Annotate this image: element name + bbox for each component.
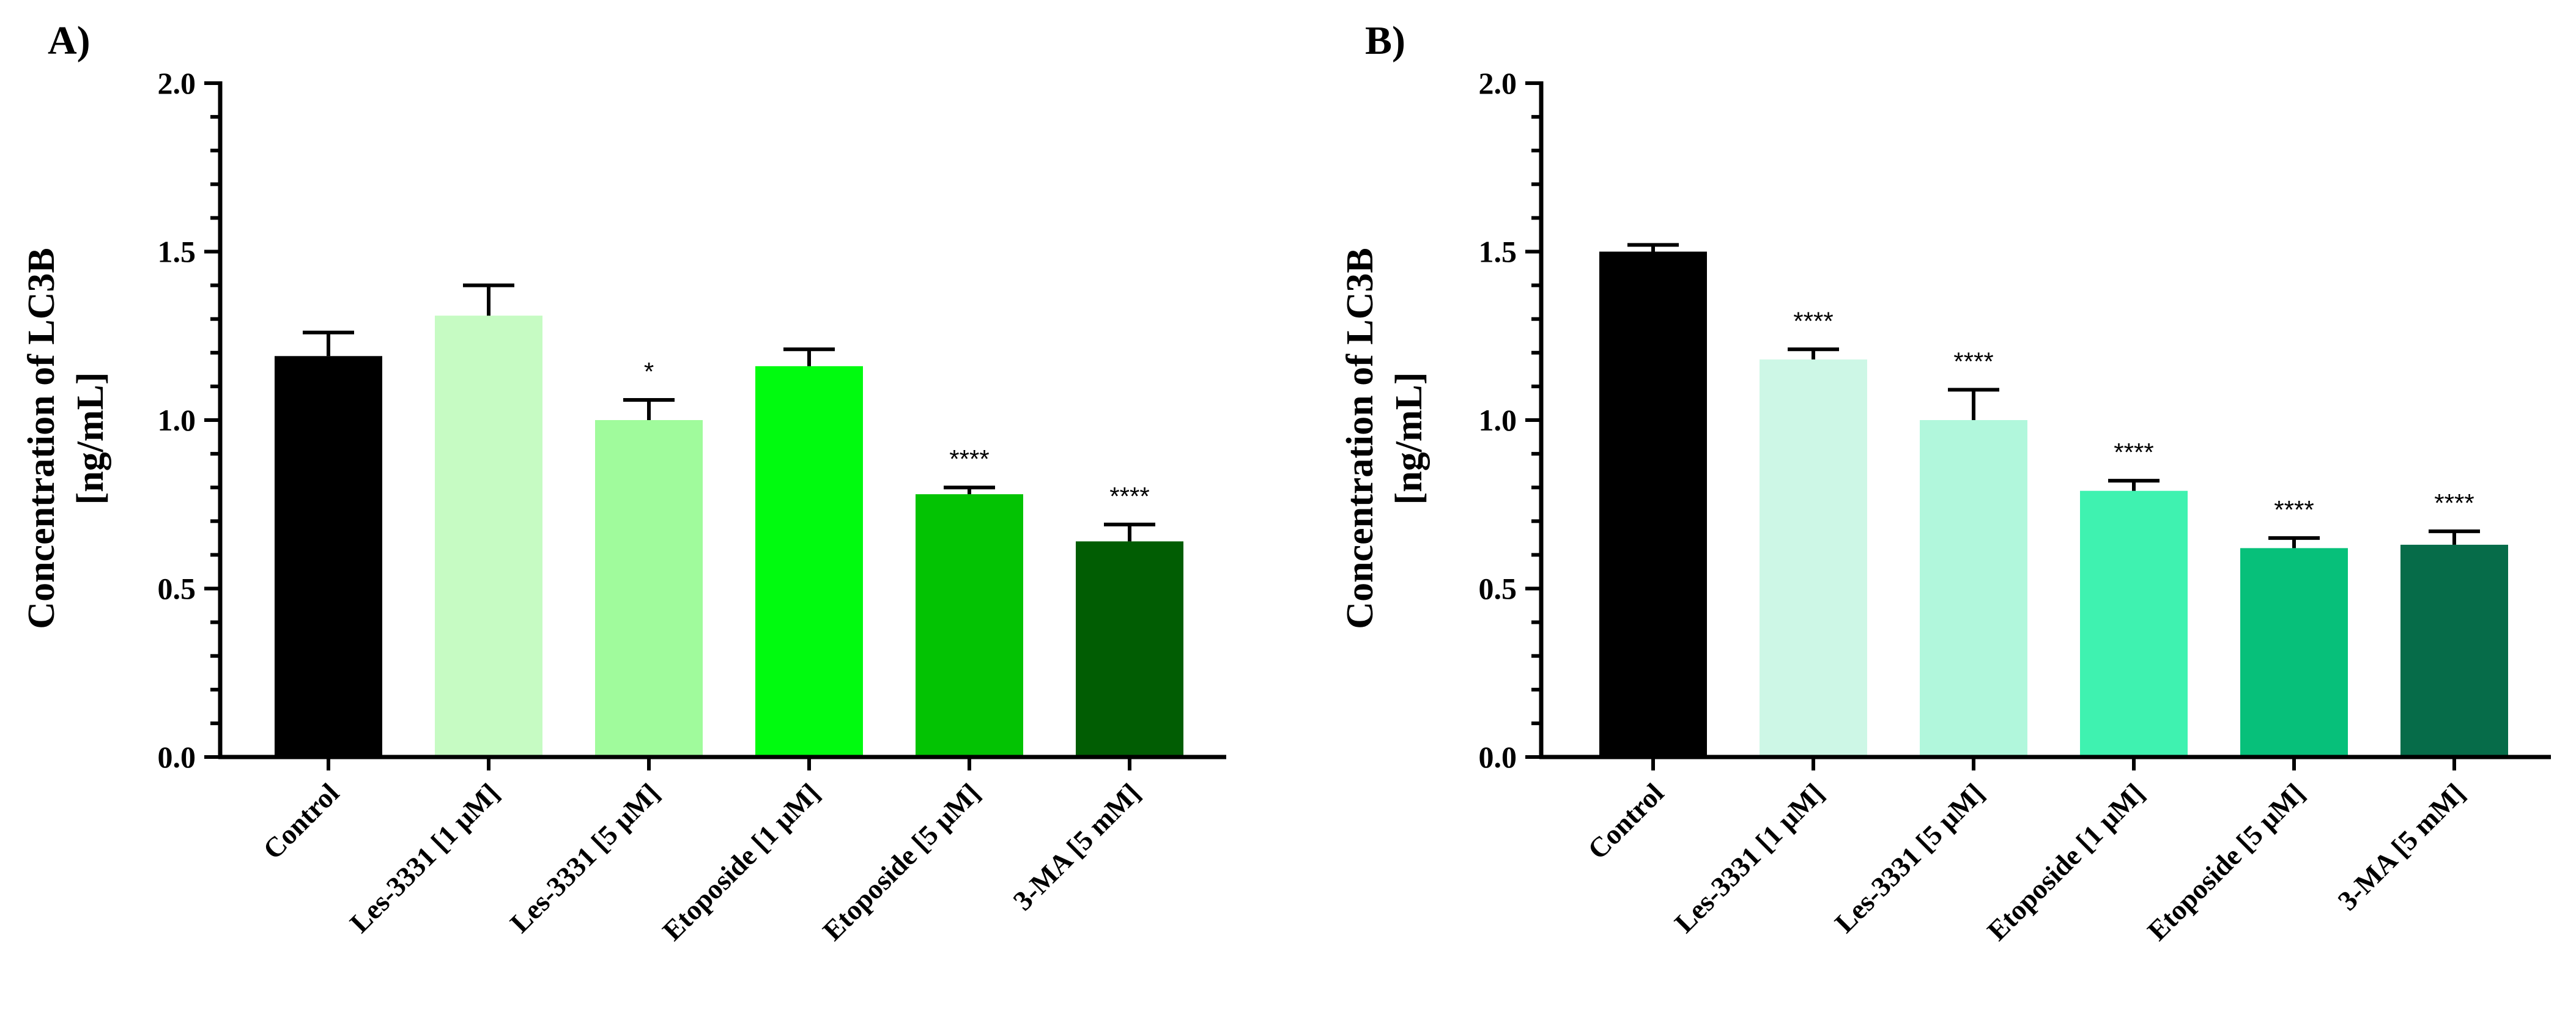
y-tick-label: 1.5: [158, 235, 196, 269]
category-label: Control: [1582, 777, 1670, 865]
bar: [2400, 544, 2508, 757]
bar: [595, 420, 703, 757]
significance-label: ****: [1793, 306, 1833, 335]
bar: [1760, 359, 1867, 757]
bar: [916, 494, 1023, 757]
category-label: Les-3331 [5 μM]: [504, 777, 665, 939]
y-axis-title-unit: [ng/mL]: [70, 372, 111, 505]
category-label: Les-3331 [5 μM]: [1829, 777, 1990, 939]
category-label: Etoposide [5 μM]: [816, 777, 986, 947]
bar: [1076, 541, 1183, 757]
panel-b: B) Concentration of LC3B [ng/mL] Control ***…: [1339, 18, 2551, 947]
category-label: Les-3331 [1 μM]: [1668, 777, 1830, 939]
y-tick-label: 1.0: [1479, 403, 1517, 437]
y-tick-label: 2.0: [1479, 66, 1517, 100]
category-label: Les-3331 [1 μM]: [344, 777, 505, 939]
y-axis-title-unit: [ng/mL]: [1388, 372, 1430, 505]
y-tick-label: 1.5: [1479, 235, 1517, 269]
y-tick-label: 0.0: [158, 740, 196, 774]
bar: [275, 356, 382, 757]
category-label: Etoposide [5 μM]: [2141, 777, 2311, 947]
bar: [1920, 420, 2027, 757]
y-axis-title: Concentration of LC3B: [21, 248, 62, 629]
y-tick-label: 0.5: [1479, 572, 1517, 606]
panel-label: B): [1365, 18, 1405, 63]
significance-label: ****: [2274, 495, 2314, 524]
y-tick-label: 2.0: [158, 66, 196, 100]
y-axis-title: Concentration of LC3B: [1339, 248, 1381, 629]
bar: [435, 316, 542, 757]
category-label: Etoposide [1 μM]: [656, 777, 826, 947]
panel-a: A)Concentration of LC3B [ng/mL]ControlLes…: [21, 18, 1226, 947]
y-tick-label: 1.0: [158, 403, 196, 437]
significance-label: ****: [949, 445, 989, 473]
y-tick-label: 0.5: [158, 572, 196, 606]
significance-label: *: [644, 357, 654, 386]
bar: [2240, 548, 2348, 757]
y-tick-label: 0.0: [1479, 740, 1517, 774]
bar: [755, 366, 863, 757]
significance-label: ****: [1109, 482, 1149, 511]
bar: [1599, 251, 1707, 757]
category-label: 3-MA [5 mM]: [2332, 777, 2471, 917]
significance-label: ****: [1953, 347, 1993, 375]
significance-label: ****: [2114, 438, 2153, 467]
category-label: Etoposide [1 μM]: [1981, 777, 2150, 947]
significance-label: ****: [2434, 489, 2474, 517]
category-label: 3-MA [5 mM]: [1007, 777, 1147, 917]
category-label: Control: [257, 777, 345, 865]
bar: [2080, 490, 2188, 757]
panel-label: A): [48, 18, 91, 63]
